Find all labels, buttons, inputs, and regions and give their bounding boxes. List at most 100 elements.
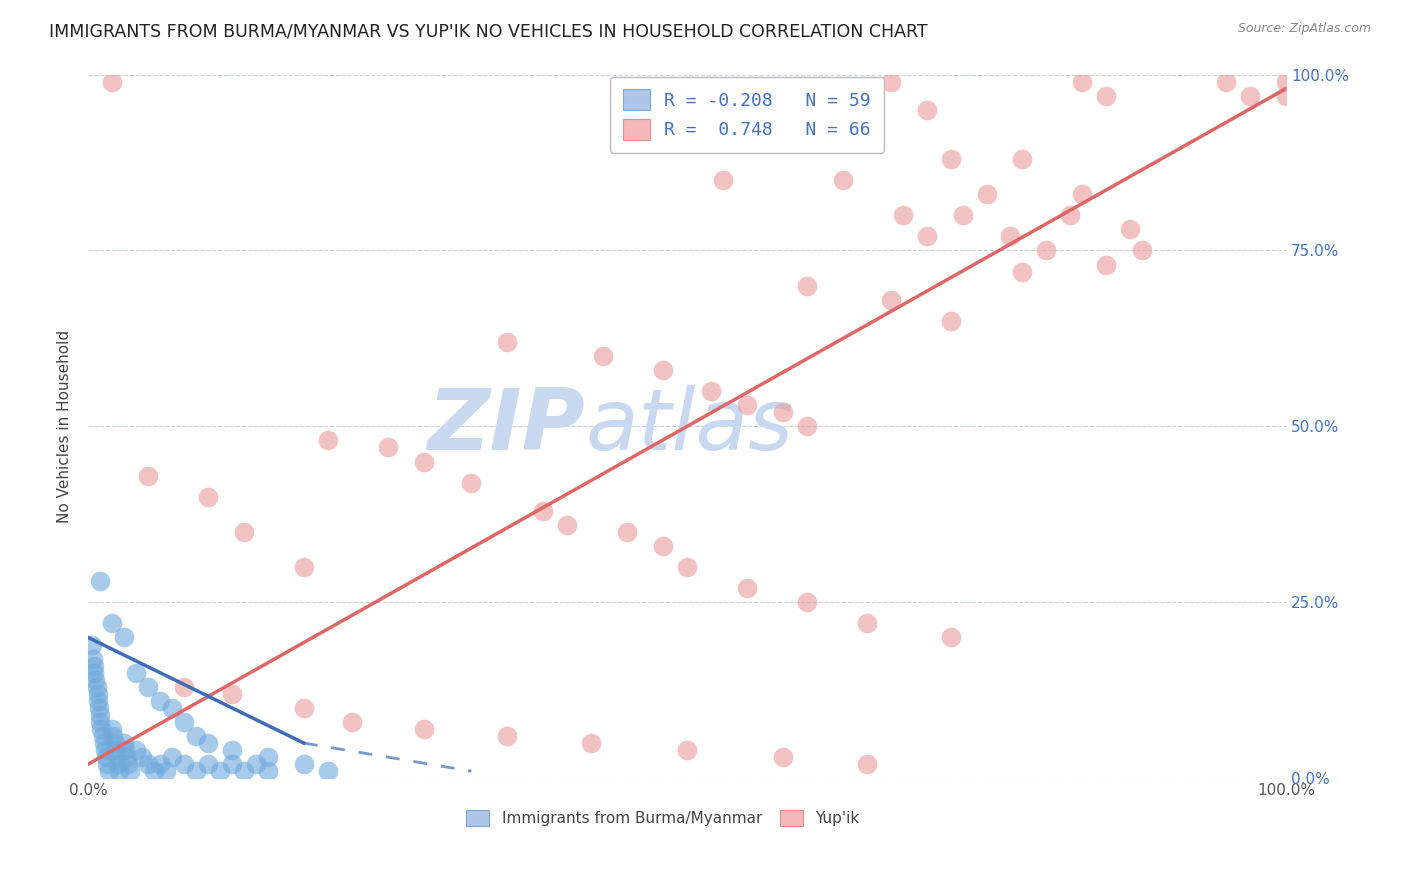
Point — [136, 680, 159, 694]
Point — [879, 74, 901, 88]
Point — [208, 764, 231, 779]
Point — [256, 764, 278, 779]
Point — [125, 743, 148, 757]
Point — [84, 673, 107, 687]
Point — [292, 757, 315, 772]
Point — [245, 757, 267, 772]
Point — [772, 750, 794, 764]
Point — [184, 764, 207, 779]
Point — [107, 757, 129, 772]
Point — [891, 208, 914, 222]
Point — [108, 764, 131, 779]
Point — [1071, 187, 1094, 202]
Point — [1000, 229, 1022, 244]
Point — [1071, 74, 1094, 88]
Point — [976, 187, 998, 202]
Point — [1035, 244, 1057, 258]
Point — [197, 736, 219, 750]
Y-axis label: No Vehicles in Household: No Vehicles in Household — [58, 330, 72, 523]
Point — [676, 560, 699, 574]
Point — [89, 714, 111, 729]
Point — [149, 694, 172, 708]
Point — [496, 334, 519, 349]
Point — [652, 539, 675, 553]
Point — [104, 743, 127, 757]
Point — [155, 764, 177, 779]
Point — [340, 714, 363, 729]
Point — [112, 736, 135, 750]
Point — [711, 173, 734, 187]
Point — [939, 631, 962, 645]
Point — [772, 405, 794, 419]
Point — [90, 722, 112, 736]
Point — [616, 524, 638, 539]
Point — [496, 729, 519, 743]
Point — [83, 658, 105, 673]
Text: atlas: atlas — [585, 384, 793, 468]
Legend: Immigrants from Burma/Myanmar, Yup'ik: Immigrants from Burma/Myanmar, Yup'ik — [458, 803, 868, 834]
Point — [316, 764, 339, 779]
Point — [173, 680, 195, 694]
Text: Source: ZipAtlas.com: Source: ZipAtlas.com — [1237, 22, 1371, 36]
Point — [96, 757, 118, 772]
Point — [184, 729, 207, 743]
Point — [149, 757, 172, 772]
Point — [820, 103, 842, 117]
Point — [94, 750, 117, 764]
Point — [377, 441, 399, 455]
Point — [855, 616, 877, 631]
Point — [292, 701, 315, 715]
Point — [160, 750, 183, 764]
Point — [676, 743, 699, 757]
Point — [232, 524, 254, 539]
Point — [952, 208, 974, 222]
Point — [87, 687, 110, 701]
Point — [82, 651, 104, 665]
Point — [796, 595, 818, 609]
Point — [117, 757, 139, 772]
Point — [592, 349, 614, 363]
Point — [105, 750, 128, 764]
Point — [531, 504, 554, 518]
Point — [735, 581, 758, 595]
Point — [136, 757, 159, 772]
Point — [91, 729, 114, 743]
Point — [652, 363, 675, 377]
Point — [316, 434, 339, 448]
Point — [939, 152, 962, 166]
Point — [173, 757, 195, 772]
Point — [1275, 88, 1298, 103]
Point — [112, 631, 135, 645]
Point — [831, 173, 853, 187]
Point — [103, 736, 125, 750]
Point — [1011, 264, 1033, 278]
Point — [101, 74, 124, 88]
Point — [772, 131, 794, 145]
Text: IMMIGRANTS FROM BURMA/MYANMAR VS YUP'IK NO VEHICLES IN HOUSEHOLD CORRELATION CHA: IMMIGRANTS FROM BURMA/MYANMAR VS YUP'IK … — [49, 22, 928, 40]
Point — [879, 293, 901, 307]
Point — [94, 743, 117, 757]
Point — [292, 560, 315, 574]
Point — [103, 729, 125, 743]
Point — [173, 714, 195, 729]
Point — [915, 229, 938, 244]
Point — [101, 722, 124, 736]
Point — [131, 750, 153, 764]
Point — [855, 131, 877, 145]
Point — [80, 638, 103, 652]
Point — [86, 680, 108, 694]
Point — [1059, 208, 1081, 222]
Point — [256, 750, 278, 764]
Point — [114, 743, 136, 757]
Point — [1095, 258, 1118, 272]
Point — [855, 757, 877, 772]
Point — [136, 468, 159, 483]
Point — [700, 384, 723, 399]
Point — [89, 707, 111, 722]
Point — [796, 419, 818, 434]
Point — [221, 687, 243, 701]
Point — [1275, 74, 1298, 88]
Point — [221, 757, 243, 772]
Point — [412, 454, 434, 468]
Point — [460, 475, 482, 490]
